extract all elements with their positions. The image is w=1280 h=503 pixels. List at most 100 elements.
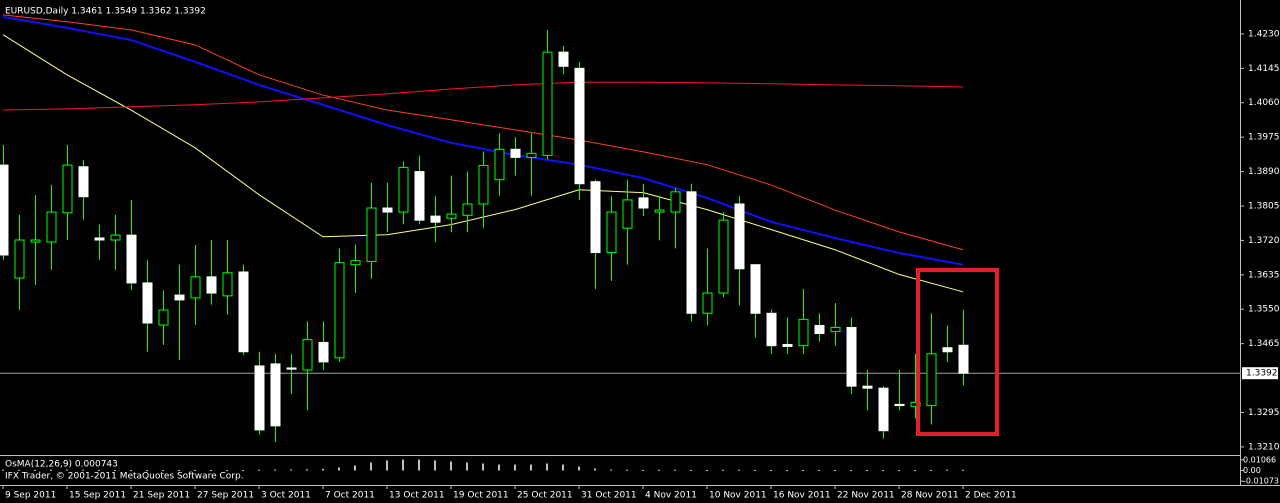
osma-bar: [498, 464, 500, 471]
candle-body: [638, 197, 649, 209]
candle-body: [46, 211, 57, 243]
y-tick-label: 1.3550: [1248, 305, 1280, 315]
osma-bar: [434, 460, 436, 471]
osma-bar: [642, 469, 644, 471]
osma-bar: [818, 469, 820, 471]
candle-body: [670, 191, 681, 213]
osma-bar: [562, 464, 564, 471]
osma-bar: [658, 469, 660, 471]
osma-bar: [850, 470, 852, 472]
y-tick-label: 1.3975: [1248, 133, 1280, 143]
x-tick-label: 2 Dec 2011: [965, 491, 1017, 501]
osma-bar: [834, 470, 836, 471]
osma-bar: [322, 469, 324, 471]
y-tick-label: 1.3465: [1248, 339, 1280, 349]
candle-body: [542, 51, 553, 156]
x-tick-label: 25 Oct 2011: [517, 491, 573, 501]
candle-body: [766, 312, 777, 347]
osma-bar: [402, 459, 404, 471]
indicator-label: OsMA(12,26,9) 0.000743: [5, 460, 118, 470]
osma-bar: [930, 469, 932, 471]
candle-body: [654, 209, 665, 213]
x-tick-label: 28 Nov 2011: [901, 491, 959, 501]
candle-body: [590, 181, 601, 254]
osma-bar: [466, 462, 468, 471]
osma-bar: [290, 469, 292, 471]
osma-bar: [914, 470, 916, 472]
candle-body: [894, 403, 905, 407]
osma-tick-label: 0.01066: [1243, 455, 1276, 464]
osma-bar: [962, 469, 964, 471]
osma-bar: [706, 470, 708, 471]
osma-bar: [546, 463, 548, 471]
osma-bar: [98, 469, 100, 471]
candle-body: [206, 276, 217, 294]
osma-bar: [946, 469, 948, 471]
osma-bar: [34, 469, 36, 471]
y-tick-label: 1.3635: [1248, 270, 1280, 280]
candle-body: [734, 203, 745, 270]
osma-bar: [738, 469, 740, 471]
candle-body: [0, 164, 9, 256]
candle-body: [574, 67, 585, 185]
osma-bar: [274, 469, 276, 471]
last-price-label: 1.3392: [1246, 369, 1278, 379]
osma-bar: [898, 470, 900, 472]
osma-bar: [146, 470, 148, 472]
candle-body: [414, 171, 425, 221]
osma-bar: [18, 469, 20, 471]
osma-bar: [866, 470, 868, 471]
y-tick-label: 1.3210: [1248, 442, 1280, 452]
osma-bar: [2, 469, 4, 471]
osma-bar: [674, 469, 676, 471]
candle-body: [270, 363, 281, 427]
candle-body: [686, 191, 697, 314]
osma-bar: [370, 462, 372, 471]
osma-bar: [882, 470, 884, 472]
candle-body: [782, 343, 793, 347]
candle-body: [78, 166, 89, 198]
osma-bar: [514, 464, 516, 471]
osma-bar: [242, 470, 244, 472]
osma-tick-label: -0.01073: [1243, 477, 1279, 486]
y-tick-label: 1.4145: [1248, 64, 1280, 74]
candle-body: [462, 203, 473, 216]
osma-bar: [594, 468, 596, 471]
candle-body: [366, 207, 377, 262]
x-tick-label: 9 Sep 2011: [5, 491, 56, 501]
candle-body: [222, 272, 233, 297]
candle-body: [622, 199, 633, 229]
candle-body: [142, 282, 153, 324]
candle-body: [718, 219, 729, 294]
osma-tick-label: 0.00: [1243, 466, 1261, 475]
osma-bar: [610, 469, 612, 471]
highlight-box: [916, 268, 999, 436]
last-price-box: [1242, 367, 1278, 380]
osma-bar: [450, 461, 452, 471]
x-tick-label: 19 Oct 2011: [453, 491, 509, 501]
candle-body: [830, 326, 841, 333]
candle-body: [558, 51, 569, 67]
candle-body: [382, 207, 393, 213]
candle-body: [318, 341, 329, 363]
osma-bar: [194, 469, 196, 471]
candle-body: [606, 211, 617, 254]
candle-body: [494, 148, 505, 181]
osma-bar: [690, 469, 692, 471]
candle-body: [750, 264, 761, 314]
candle-body: [334, 262, 345, 359]
osma-bar: [354, 465, 356, 471]
candle-body: [510, 148, 521, 158]
osma-bar: [338, 467, 340, 471]
y-tick-label: 1.4230: [1248, 29, 1280, 39]
plot-area: [0, 14, 1240, 443]
y-tick-label: 1.3720: [1248, 236, 1280, 246]
candle-body: [878, 387, 889, 432]
x-tick-label: 15 Sep 2011: [69, 491, 126, 501]
osma-bar: [226, 470, 228, 472]
osma-bar: [482, 463, 484, 471]
osma-bar: [114, 470, 116, 471]
y-tick-label: 1.3890: [1248, 167, 1280, 177]
candle-body: [798, 318, 809, 347]
